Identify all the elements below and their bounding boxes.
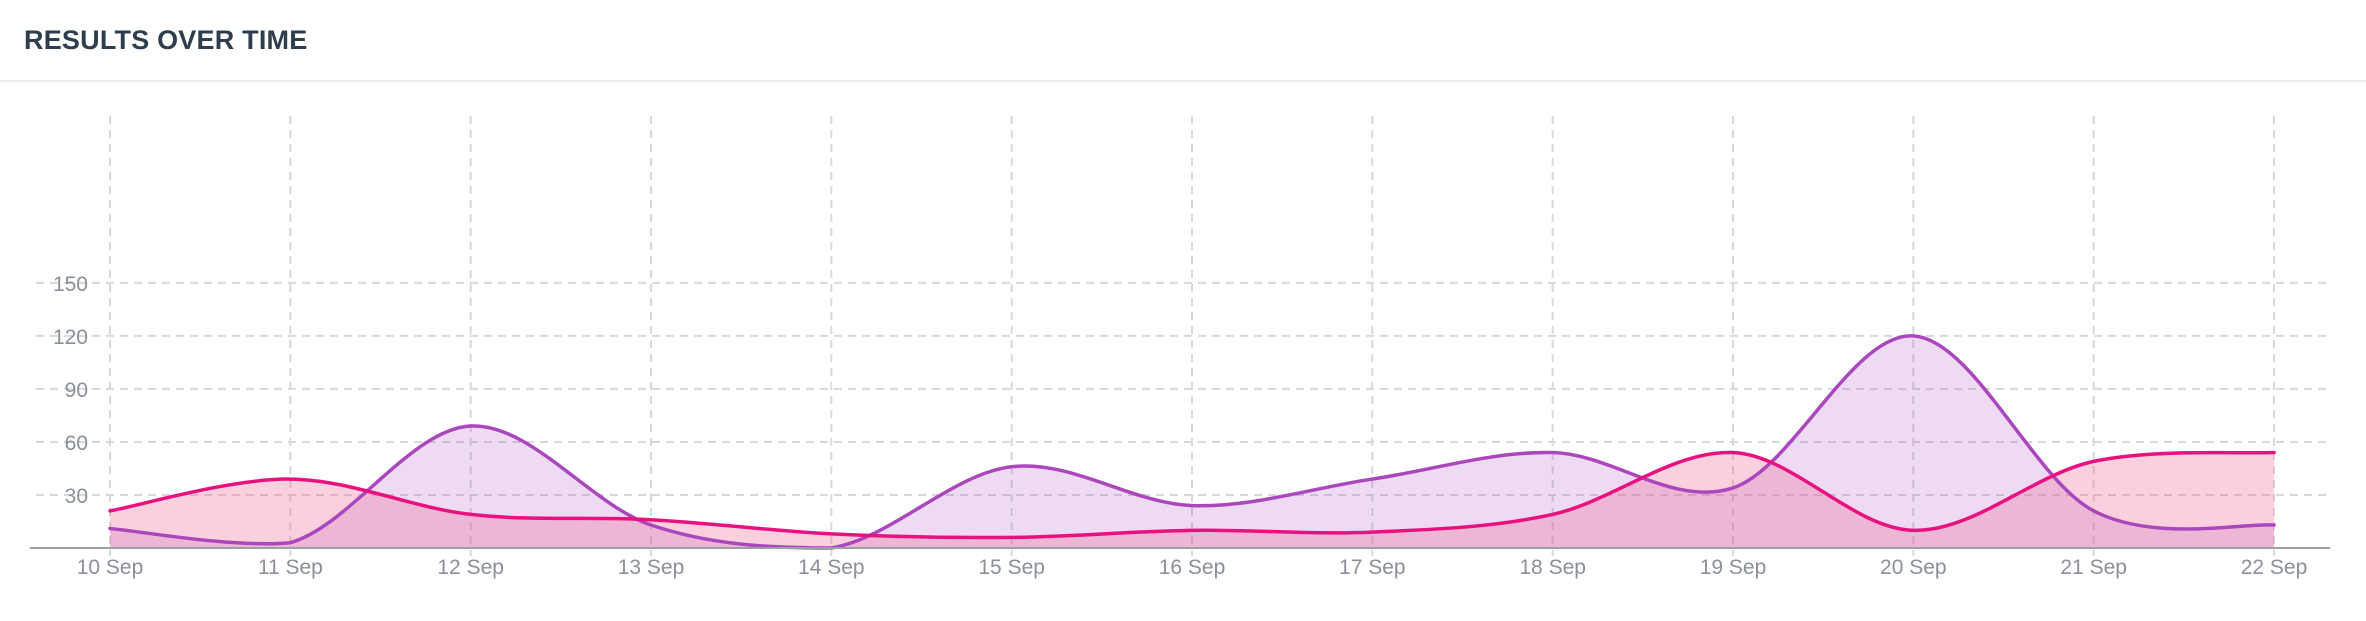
y-tick-label: 90	[65, 379, 88, 402]
card-header: RESULTS OVER TIME	[0, 0, 2366, 82]
x-tick-label: 11 Sep	[258, 556, 323, 579]
x-tick-label: 15 Sep	[978, 556, 1045, 579]
card-title: RESULTS OVER TIME	[24, 24, 308, 55]
x-tick-label: 20 Sep	[1880, 556, 1947, 579]
y-tick-label: 120	[53, 326, 88, 349]
y-tick-label: 60	[65, 432, 88, 455]
x-tick-label: 21 Sep	[2060, 556, 2127, 579]
series-1-area	[110, 335, 2274, 548]
x-tick-label: 10 Sep	[77, 556, 144, 579]
y-tick-label: 30	[65, 485, 88, 508]
line-layer	[108, 334, 2276, 550]
y-tick-label: 150	[53, 273, 88, 296]
x-tick-label: 14 Sep	[798, 556, 865, 579]
axis-layer: 30 60 90 120 150 10 Sep 11 Sep 12 Sep 13 Sep 14 S…	[30, 273, 2330, 579]
grid-layer	[36, 116, 2330, 556]
x-tick-label: 13 Sep	[618, 556, 685, 579]
x-tick-label: 19 Sep	[1700, 556, 1767, 579]
x-tick-label: 22 Sep	[2241, 556, 2308, 579]
chart-area: 30 60 90 120 150 10 Sep 11 Sep 12 Sep 13 Sep 14 S…	[0, 82, 2366, 616]
series-1-line	[108, 334, 2276, 550]
series-2-line	[108, 450, 2276, 540]
x-tick-label: 17 Sep	[1339, 556, 1406, 579]
x-tick-label: 16 Sep	[1159, 556, 1226, 579]
x-tick-label: 18 Sep	[1519, 556, 1586, 579]
x-tick-label: 12 Sep	[437, 556, 504, 579]
results-area-chart: 30 60 90 120 150 10 Sep 11 Sep 12 Sep 13 Sep 14 S…	[30, 116, 2330, 579]
